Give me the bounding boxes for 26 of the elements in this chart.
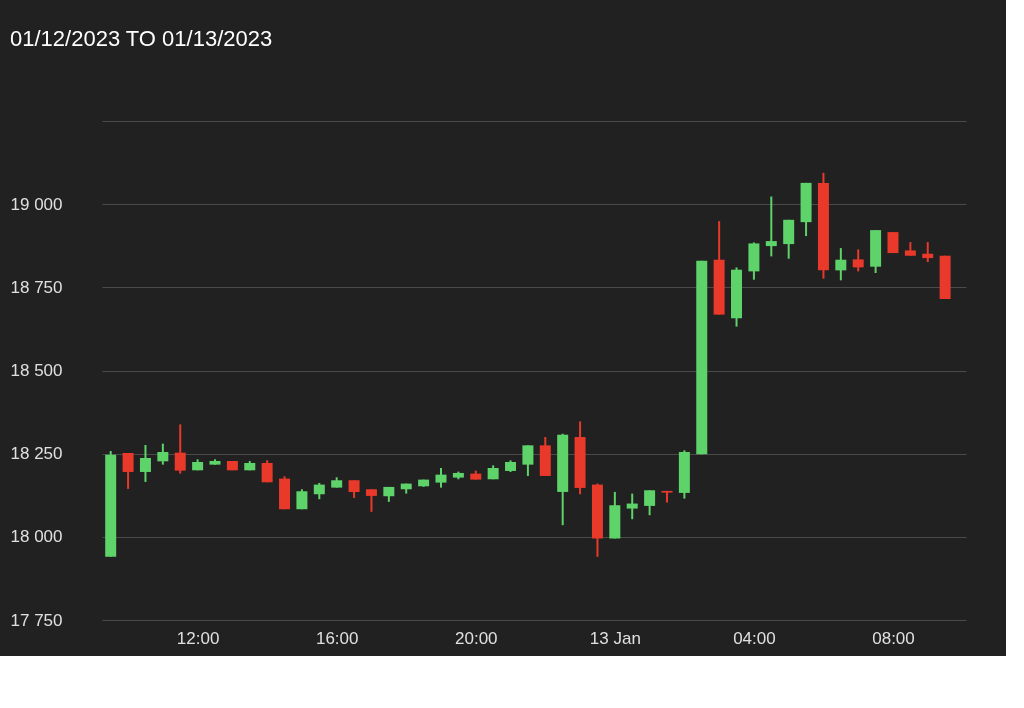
candlestick — [522, 444, 534, 477]
candlestick — [139, 444, 151, 483]
y-tick-label: 18 250 — [10, 444, 63, 464]
x-tick-label: 12:00 — [176, 628, 220, 648]
candlestick — [835, 247, 847, 282]
x-tick-label: 13 Jan — [589, 628, 641, 648]
candlestick — [365, 488, 377, 513]
candlestick — [174, 423, 186, 475]
candlestick — [644, 489, 656, 517]
candlestick — [626, 492, 638, 521]
candlestick — [122, 452, 134, 490]
y-tick-label: 18 750 — [10, 277, 63, 297]
candlestick — [157, 442, 169, 466]
x-tick-label: 16:00 — [315, 628, 359, 648]
candlestick — [435, 466, 447, 489]
candlestick — [852, 248, 864, 273]
y-tick-label: 18 500 — [10, 361, 63, 380]
y-tick-label: 19 000 — [10, 194, 63, 214]
y-tick-label: 17 750 — [10, 610, 63, 630]
candlestick — [922, 241, 934, 264]
x-tick-label: 20:00 — [454, 628, 498, 648]
x-tick-label: 04:00 — [733, 628, 776, 648]
x-tick-label: 08:00 — [872, 628, 915, 648]
y-tick-label: 18 000 — [10, 527, 63, 547]
chart-title: 01/12/2023 TO 01/13/2023 — [10, 26, 273, 51]
candlestick — [765, 195, 777, 258]
